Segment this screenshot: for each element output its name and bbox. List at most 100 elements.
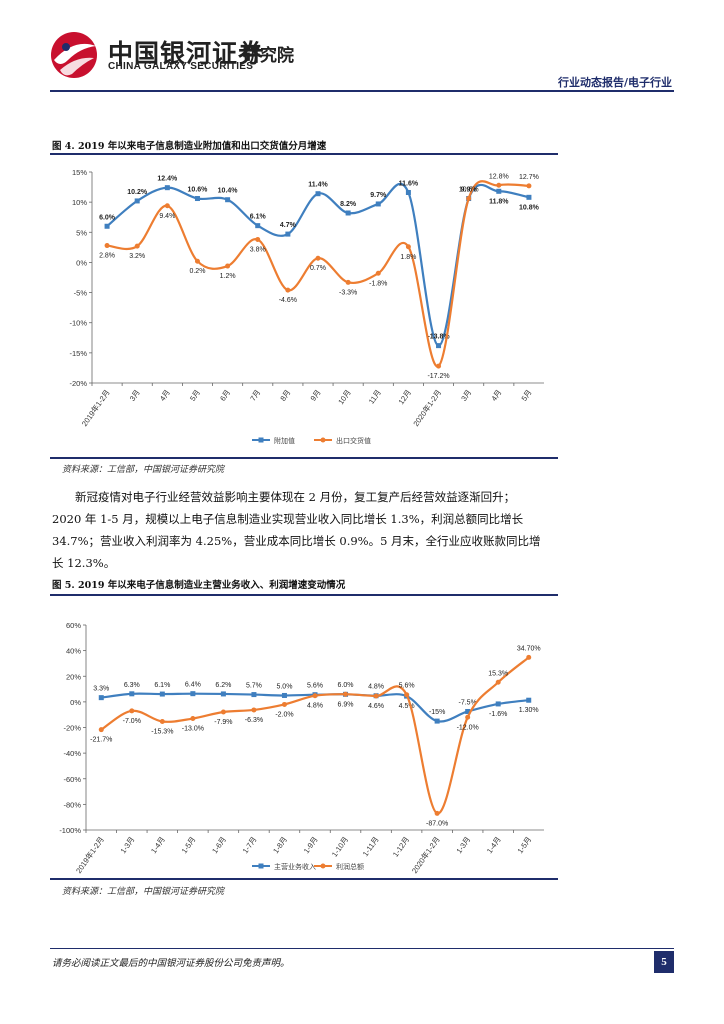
data-label: -12.0% bbox=[457, 724, 479, 731]
y-tick-label: -20% bbox=[69, 379, 87, 388]
data-point bbox=[526, 697, 532, 703]
data-label: 10.4% bbox=[218, 188, 239, 195]
x-tick-label: 5月 bbox=[520, 388, 534, 403]
data-label: 6.1% bbox=[154, 682, 170, 689]
data-label: -17.2% bbox=[427, 373, 449, 380]
data-label: 6.4% bbox=[185, 682, 201, 689]
x-tick-label: 1-4月 bbox=[149, 835, 167, 855]
data-point bbox=[312, 693, 318, 699]
x-tick-label: 9月 bbox=[309, 388, 323, 403]
y-tick-label: 60% bbox=[66, 621, 81, 630]
data-point bbox=[98, 695, 104, 701]
data-point bbox=[526, 183, 532, 189]
data-label: 6.3% bbox=[124, 682, 140, 689]
x-tick-label: 6月 bbox=[218, 388, 232, 403]
x-tick-label: 2020年1-2月 bbox=[409, 834, 442, 874]
data-label: 4.8% bbox=[368, 684, 384, 691]
data-label: 6.9% bbox=[338, 701, 354, 708]
data-label: 6.2% bbox=[215, 682, 231, 689]
y-tick-label: 20% bbox=[66, 672, 81, 681]
data-label: -1.6% bbox=[489, 711, 507, 718]
data-label: -21.7% bbox=[90, 737, 112, 744]
data-label: 12.8% bbox=[489, 173, 509, 180]
x-tick-label: 1-4月 bbox=[485, 835, 503, 855]
data-point bbox=[465, 714, 471, 720]
data-label: -87.0% bbox=[426, 820, 448, 827]
data-point bbox=[190, 716, 196, 722]
y-tick-label: 10% bbox=[72, 198, 87, 207]
figure5-chart: 60% 40% 20% 0% -20% -40% -60% -80% -100%2019年1-2… bbox=[59, 621, 544, 874]
x-tick-label: 1-12月 bbox=[391, 835, 411, 859]
data-label: -7.9% bbox=[214, 719, 232, 726]
data-label: 15.3% bbox=[488, 670, 508, 677]
data-label: 34.70% bbox=[517, 645, 541, 652]
data-point bbox=[496, 188, 502, 194]
footer-disclaimer: 请务必阅读正文最后的中国银河证券股份公司免责声明。 bbox=[52, 958, 290, 969]
page-number: 5 bbox=[654, 951, 674, 973]
y-tick-label: -20% bbox=[63, 724, 81, 733]
data-label: 5.0% bbox=[276, 683, 292, 690]
figure5-title: 图 5. 2019 年以来电子信息制造业主营业务收入、利润增速变动情况 bbox=[52, 580, 346, 591]
series-line-1 bbox=[106, 180, 529, 368]
data-point bbox=[164, 185, 170, 191]
data-point bbox=[159, 718, 165, 724]
y-tick-label: -5% bbox=[74, 289, 88, 298]
data-label: -15% bbox=[429, 709, 445, 716]
data-label: 10.6% bbox=[188, 187, 209, 194]
data-point bbox=[129, 708, 135, 714]
y-tick-label: -15% bbox=[69, 349, 87, 358]
header-rule bbox=[50, 90, 674, 92]
report-type: 行业动态报告/电子行业 bbox=[557, 76, 672, 89]
data-label: -13.0% bbox=[182, 726, 204, 733]
data-point bbox=[375, 270, 381, 276]
legend-label-0: 附加值 bbox=[274, 436, 295, 445]
logo-emblem-icon bbox=[51, 32, 97, 78]
x-tick-label: 4月 bbox=[489, 388, 503, 403]
x-tick-label: 2019年1-2月 bbox=[73, 834, 106, 874]
data-point bbox=[251, 692, 257, 698]
data-label: 9.4% bbox=[159, 213, 175, 220]
x-tick-label: 1-9月 bbox=[302, 835, 320, 855]
data-point bbox=[255, 237, 261, 243]
data-label: -3.3% bbox=[339, 289, 357, 296]
data-label: 11.4% bbox=[308, 182, 328, 189]
data-label: 9.7% bbox=[370, 192, 387, 199]
x-tick-label: 1-5月 bbox=[180, 835, 198, 855]
paragraph-line-1: 新冠疫情对电子行业经营效益影响主要体现在 2 月份，复工复产后经营效益逐渐回升； bbox=[75, 490, 516, 504]
data-label: 11.6% bbox=[399, 180, 419, 187]
figure4-top-rule bbox=[50, 153, 558, 155]
data-point bbox=[134, 243, 140, 249]
data-label: -7.5% bbox=[459, 699, 477, 706]
data-label: -2.0% bbox=[275, 711, 293, 718]
y-tick-label: 0% bbox=[70, 698, 81, 707]
figure5-bottom-rule bbox=[50, 878, 558, 880]
logo-english-name: CHINA GALAXY SECURITIES bbox=[108, 61, 254, 72]
data-label: -6.3% bbox=[245, 717, 263, 724]
logo-chinese-name: 中国银河证券 bbox=[108, 39, 265, 68]
data-point bbox=[220, 691, 226, 697]
footer-rule bbox=[50, 948, 674, 949]
x-tick-label: 1-7月 bbox=[241, 835, 259, 855]
data-label: 4.5% bbox=[399, 703, 415, 710]
data-label: 3.2% bbox=[129, 253, 145, 260]
data-label: 6.0% bbox=[338, 682, 354, 689]
data-point bbox=[375, 201, 381, 207]
y-tick-label: 5% bbox=[76, 228, 87, 237]
data-label: 5.6% bbox=[399, 683, 415, 690]
legend-label-1: 利润总额 bbox=[336, 862, 364, 871]
data-point bbox=[285, 231, 291, 237]
x-tick-label: 5月 bbox=[188, 388, 202, 403]
data-label: -15.3% bbox=[151, 728, 173, 735]
data-point bbox=[194, 258, 200, 264]
data-label: 6.1% bbox=[250, 214, 267, 221]
x-tick-label: 4月 bbox=[158, 388, 172, 403]
data-label: 1.30% bbox=[519, 707, 539, 714]
data-label: 12.4% bbox=[157, 176, 178, 183]
data-point bbox=[465, 708, 471, 714]
legend-marker bbox=[320, 437, 326, 443]
data-point bbox=[373, 693, 379, 699]
data-point bbox=[220, 709, 226, 715]
data-label: 9.9% bbox=[461, 187, 478, 194]
data-label: 11.8% bbox=[489, 198, 509, 205]
paragraph-line-4: 长 12.3%。 bbox=[52, 556, 116, 570]
